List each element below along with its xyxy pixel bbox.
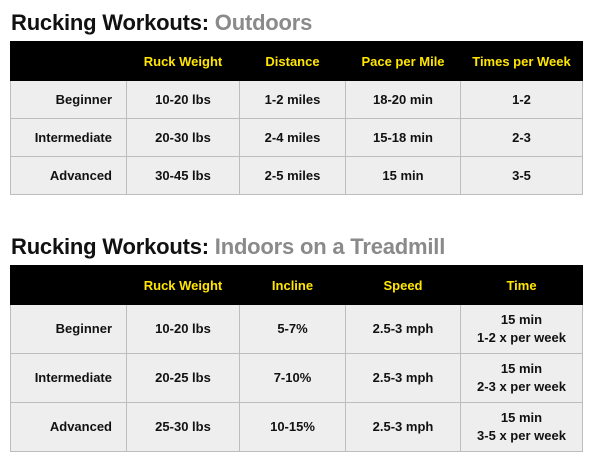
treadmill-title-muted: Indoors on a Treadmill (214, 234, 446, 259)
row-level-label: Advanced (10, 156, 127, 195)
treadmill-title-bold: Rucking Workouts: (11, 234, 209, 259)
treadmill-header-time: Time (460, 265, 583, 305)
times-per-week-cell: 1-2 (460, 80, 583, 119)
treadmill-title: Rucking Workouts: Indoors on a Treadmill (11, 236, 445, 258)
outdoors-title-bold: Rucking Workouts: (11, 10, 209, 35)
outdoors-header-times-per-week: Times per Week (460, 41, 583, 81)
treadmill-header-row: Ruck Weight Incline Speed Time (10, 265, 583, 305)
table-row: Advanced 30-45 lbs 2-5 miles 15 min 3-5 (10, 156, 583, 195)
outdoors-header-row: Ruck Weight Distance Pace per Mile Times… (10, 41, 583, 81)
outdoors-header-corner (10, 41, 127, 81)
table-row: Intermediate 20-25 lbs 7-10% 2.5-3 mph 1… (10, 353, 583, 403)
ruck-weight-cell: 25-30 lbs (126, 402, 240, 452)
table-row: Beginner 10-20 lbs 5-7% 2.5-3 mph 15 min… (10, 304, 583, 354)
row-level-label: Beginner (10, 80, 127, 119)
incline-cell: 7-10% (239, 353, 346, 403)
row-level-label: Beginner (10, 304, 127, 354)
ruck-weight-cell: 20-30 lbs (126, 118, 240, 157)
times-per-week-cell: 2-3 (460, 118, 583, 157)
speed-cell: 2.5-3 mph (345, 304, 461, 354)
outdoors-header-pace-per-mile: Pace per Mile (345, 41, 461, 81)
ruck-weight-cell: 10-20 lbs (126, 80, 240, 119)
incline-cell: 5-7% (239, 304, 346, 354)
treadmill-header-incline: Incline (239, 265, 346, 305)
table-row: Advanced 25-30 lbs 10-15% 2.5-3 mph 15 m… (10, 402, 583, 452)
outdoors-table: Ruck Weight Distance Pace per Mile Times… (10, 41, 583, 195)
outdoors-title-muted: Outdoors (214, 10, 313, 35)
outdoors-header-distance: Distance (239, 41, 346, 81)
ruck-weight-cell: 30-45 lbs (126, 156, 240, 195)
pace-cell: 15-18 min (345, 118, 461, 157)
times-per-week-cell: 3-5 (460, 156, 583, 195)
table-row: Beginner 10-20 lbs 1-2 miles 18-20 min 1… (10, 80, 583, 119)
distance-cell: 1-2 miles (239, 80, 346, 119)
time-duration: 15 min (500, 361, 543, 376)
row-level-label: Intermediate (10, 118, 127, 157)
time-cell: 15 min 1-2 x per week (460, 304, 583, 354)
distance-cell: 2-5 miles (239, 156, 346, 195)
time-frequency: 2-3 x per week (477, 379, 566, 394)
treadmill-header-corner (10, 265, 127, 305)
time-duration: 15 min (500, 312, 543, 327)
time-cell: 15 min 3-5 x per week (460, 402, 583, 452)
distance-cell: 2-4 miles (239, 118, 346, 157)
time-frequency: 1-2 x per week (477, 330, 566, 345)
speed-cell: 2.5-3 mph (345, 353, 461, 403)
ruck-weight-cell: 20-25 lbs (126, 353, 240, 403)
treadmill-header-ruck-weight: Ruck Weight (126, 265, 240, 305)
row-level-label: Advanced (10, 402, 127, 452)
time-frequency: 3-5 x per week (477, 428, 566, 443)
speed-cell: 2.5-3 mph (345, 402, 461, 452)
treadmill-table: Ruck Weight Incline Speed Time Beginner … (10, 265, 583, 452)
ruck-weight-cell: 10-20 lbs (126, 304, 240, 354)
incline-cell: 10-15% (239, 402, 346, 452)
outdoors-header-ruck-weight: Ruck Weight (126, 41, 240, 81)
pace-cell: 18-20 min (345, 80, 461, 119)
treadmill-header-speed: Speed (345, 265, 461, 305)
time-cell: 15 min 2-3 x per week (460, 353, 583, 403)
pace-cell: 15 min (345, 156, 461, 195)
table-row: Intermediate 20-30 lbs 2-4 miles 15-18 m… (10, 118, 583, 157)
time-duration: 15 min (500, 410, 543, 425)
outdoors-title: Rucking Workouts: Outdoors (11, 12, 312, 34)
row-level-label: Intermediate (10, 353, 127, 403)
